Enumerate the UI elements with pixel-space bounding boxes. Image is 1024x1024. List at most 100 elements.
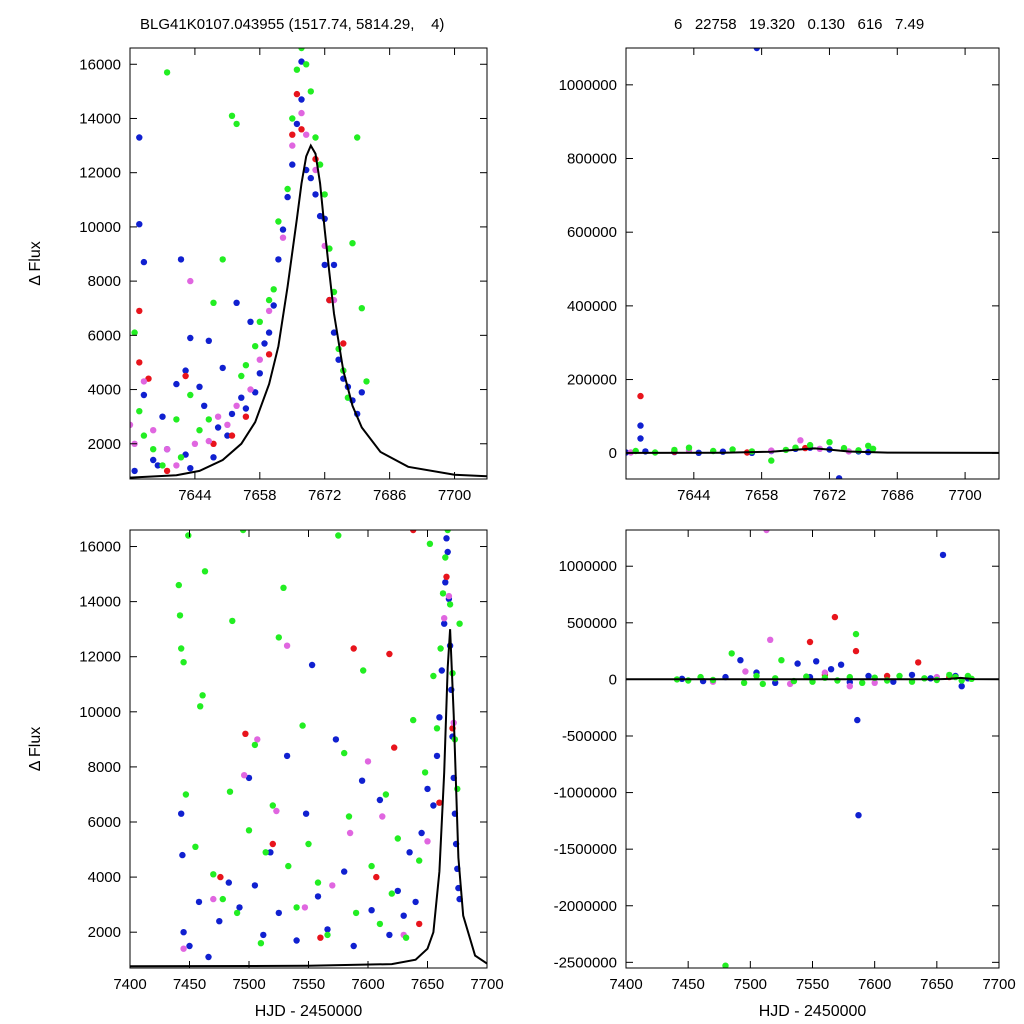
bottom-left-point <box>251 741 259 749</box>
top-left-point <box>233 299 240 306</box>
bottom-left-point <box>350 645 357 652</box>
top-left-point <box>136 359 143 366</box>
bottom-left-point <box>456 620 463 627</box>
top-left-point <box>256 356 263 363</box>
top-left-point <box>163 467 171 475</box>
top-left-point <box>289 131 296 138</box>
top-right-series-0 <box>626 48 872 479</box>
bottom-left-point <box>424 838 431 845</box>
bottom-left-point <box>358 777 366 784</box>
bottom-left-point <box>335 532 342 539</box>
bottom-left-point <box>182 791 190 798</box>
top-left-ytick-label: 10000 <box>79 219 121 236</box>
bottom-left-point <box>314 879 322 886</box>
top-left-point <box>358 305 365 312</box>
top-left-point <box>270 302 277 309</box>
top-left-point <box>289 161 296 168</box>
bottom-left-point <box>242 730 249 737</box>
top-left-point <box>298 109 305 117</box>
bottom-left-point <box>436 799 443 806</box>
bottom-left-point <box>175 581 182 589</box>
top-left-point <box>182 367 189 374</box>
top-right-model-curve <box>626 447 999 454</box>
top-left-point <box>182 372 189 380</box>
bottom-left-point <box>229 617 236 625</box>
top-left-point <box>159 413 166 420</box>
bottom-left-point <box>299 722 306 729</box>
bottom-right-point <box>846 683 853 690</box>
bottom-left-point <box>186 942 193 950</box>
bottom-left-point <box>454 785 461 793</box>
bottom-left-point <box>332 736 340 743</box>
bottom-left-point <box>416 857 423 864</box>
top-left-point <box>173 416 180 423</box>
top-left-point <box>335 356 342 363</box>
top-left-series-3 <box>131 48 370 469</box>
top-left-point <box>252 389 259 396</box>
top-left-xtick-label: 7672 <box>308 487 341 504</box>
top-left-point <box>307 88 314 95</box>
bottom-left-point <box>394 887 401 895</box>
bottom-right-xtick-label: 7400 <box>609 976 642 993</box>
top-left-point <box>187 334 194 342</box>
top-left-point <box>228 432 236 439</box>
bottom-left-point <box>283 752 291 760</box>
top-left-xtick-label: 7686 <box>373 487 406 504</box>
bottom-left-point <box>376 920 384 928</box>
bottom-left-xtick-label: 7650 <box>411 976 444 993</box>
top-left-chart: 7644 7658 7672 7686 7700 2000 4000 6000 8000 1000… <box>27 47 488 504</box>
bottom-left-point <box>445 592 453 600</box>
top-right-xtick-label: 7686 <box>881 487 914 504</box>
bottom-left-point <box>233 909 241 917</box>
top-left-point <box>265 307 273 315</box>
top-left-point <box>140 391 148 399</box>
bottom-left-point <box>302 810 310 817</box>
bottom-left-point <box>219 895 226 903</box>
top-right-point <box>840 444 848 452</box>
top-left-point <box>228 112 236 120</box>
top-left-point <box>289 115 296 122</box>
bottom-right-point <box>896 672 903 680</box>
top-left-point <box>159 462 166 469</box>
top-left-point <box>163 69 171 76</box>
top-left-point <box>293 120 301 128</box>
bottom-left-point <box>269 840 276 848</box>
top-left-point <box>252 343 259 350</box>
bottom-left-ytick-label: 16000 <box>79 539 121 556</box>
bottom-right-point <box>763 530 770 534</box>
bottom-left-point <box>444 548 451 556</box>
top-right-point <box>865 442 872 449</box>
bottom-left-point <box>441 615 448 622</box>
top-left-point <box>210 299 217 306</box>
bottom-right-xlabel: HJD - 2450000 <box>759 1003 867 1020</box>
top-left-ytick-label: 14000 <box>79 110 121 127</box>
bottom-right-point <box>946 671 953 679</box>
bottom-right-point <box>722 962 729 968</box>
bottom-left-point <box>254 736 261 743</box>
top-left-point <box>150 456 157 464</box>
top-left-point <box>261 340 268 347</box>
bottom-left-point <box>433 725 441 732</box>
top-right-point <box>637 422 644 429</box>
bottom-left-point <box>192 843 199 850</box>
bottom-right-point <box>728 650 735 657</box>
bottom-left-point <box>373 873 380 881</box>
bottom-left-ytick-label: 6000 <box>88 814 121 831</box>
top-left-point <box>214 424 222 431</box>
top-left-point <box>201 402 208 409</box>
bottom-right-xtick-label: 7600 <box>858 976 891 993</box>
bottom-right-point <box>865 672 872 680</box>
bottom-right-ytick-label: -1500000 <box>554 841 617 858</box>
bottom-left-point <box>285 862 292 870</box>
bottom-left-point <box>438 667 445 674</box>
bottom-left-point <box>368 907 375 914</box>
bottom-right-ytick-label: -2500000 <box>554 954 617 971</box>
bottom-left-xtick-label: 7500 <box>232 976 265 993</box>
top-left-point <box>265 296 273 304</box>
bottom-right-point <box>939 551 947 559</box>
bottom-left-point <box>308 661 316 669</box>
bottom-left-point <box>421 769 429 776</box>
bottom-right-plot-area <box>626 530 999 968</box>
top-right-point <box>768 457 775 464</box>
top-right-ytick-label: 400000 <box>567 298 617 315</box>
